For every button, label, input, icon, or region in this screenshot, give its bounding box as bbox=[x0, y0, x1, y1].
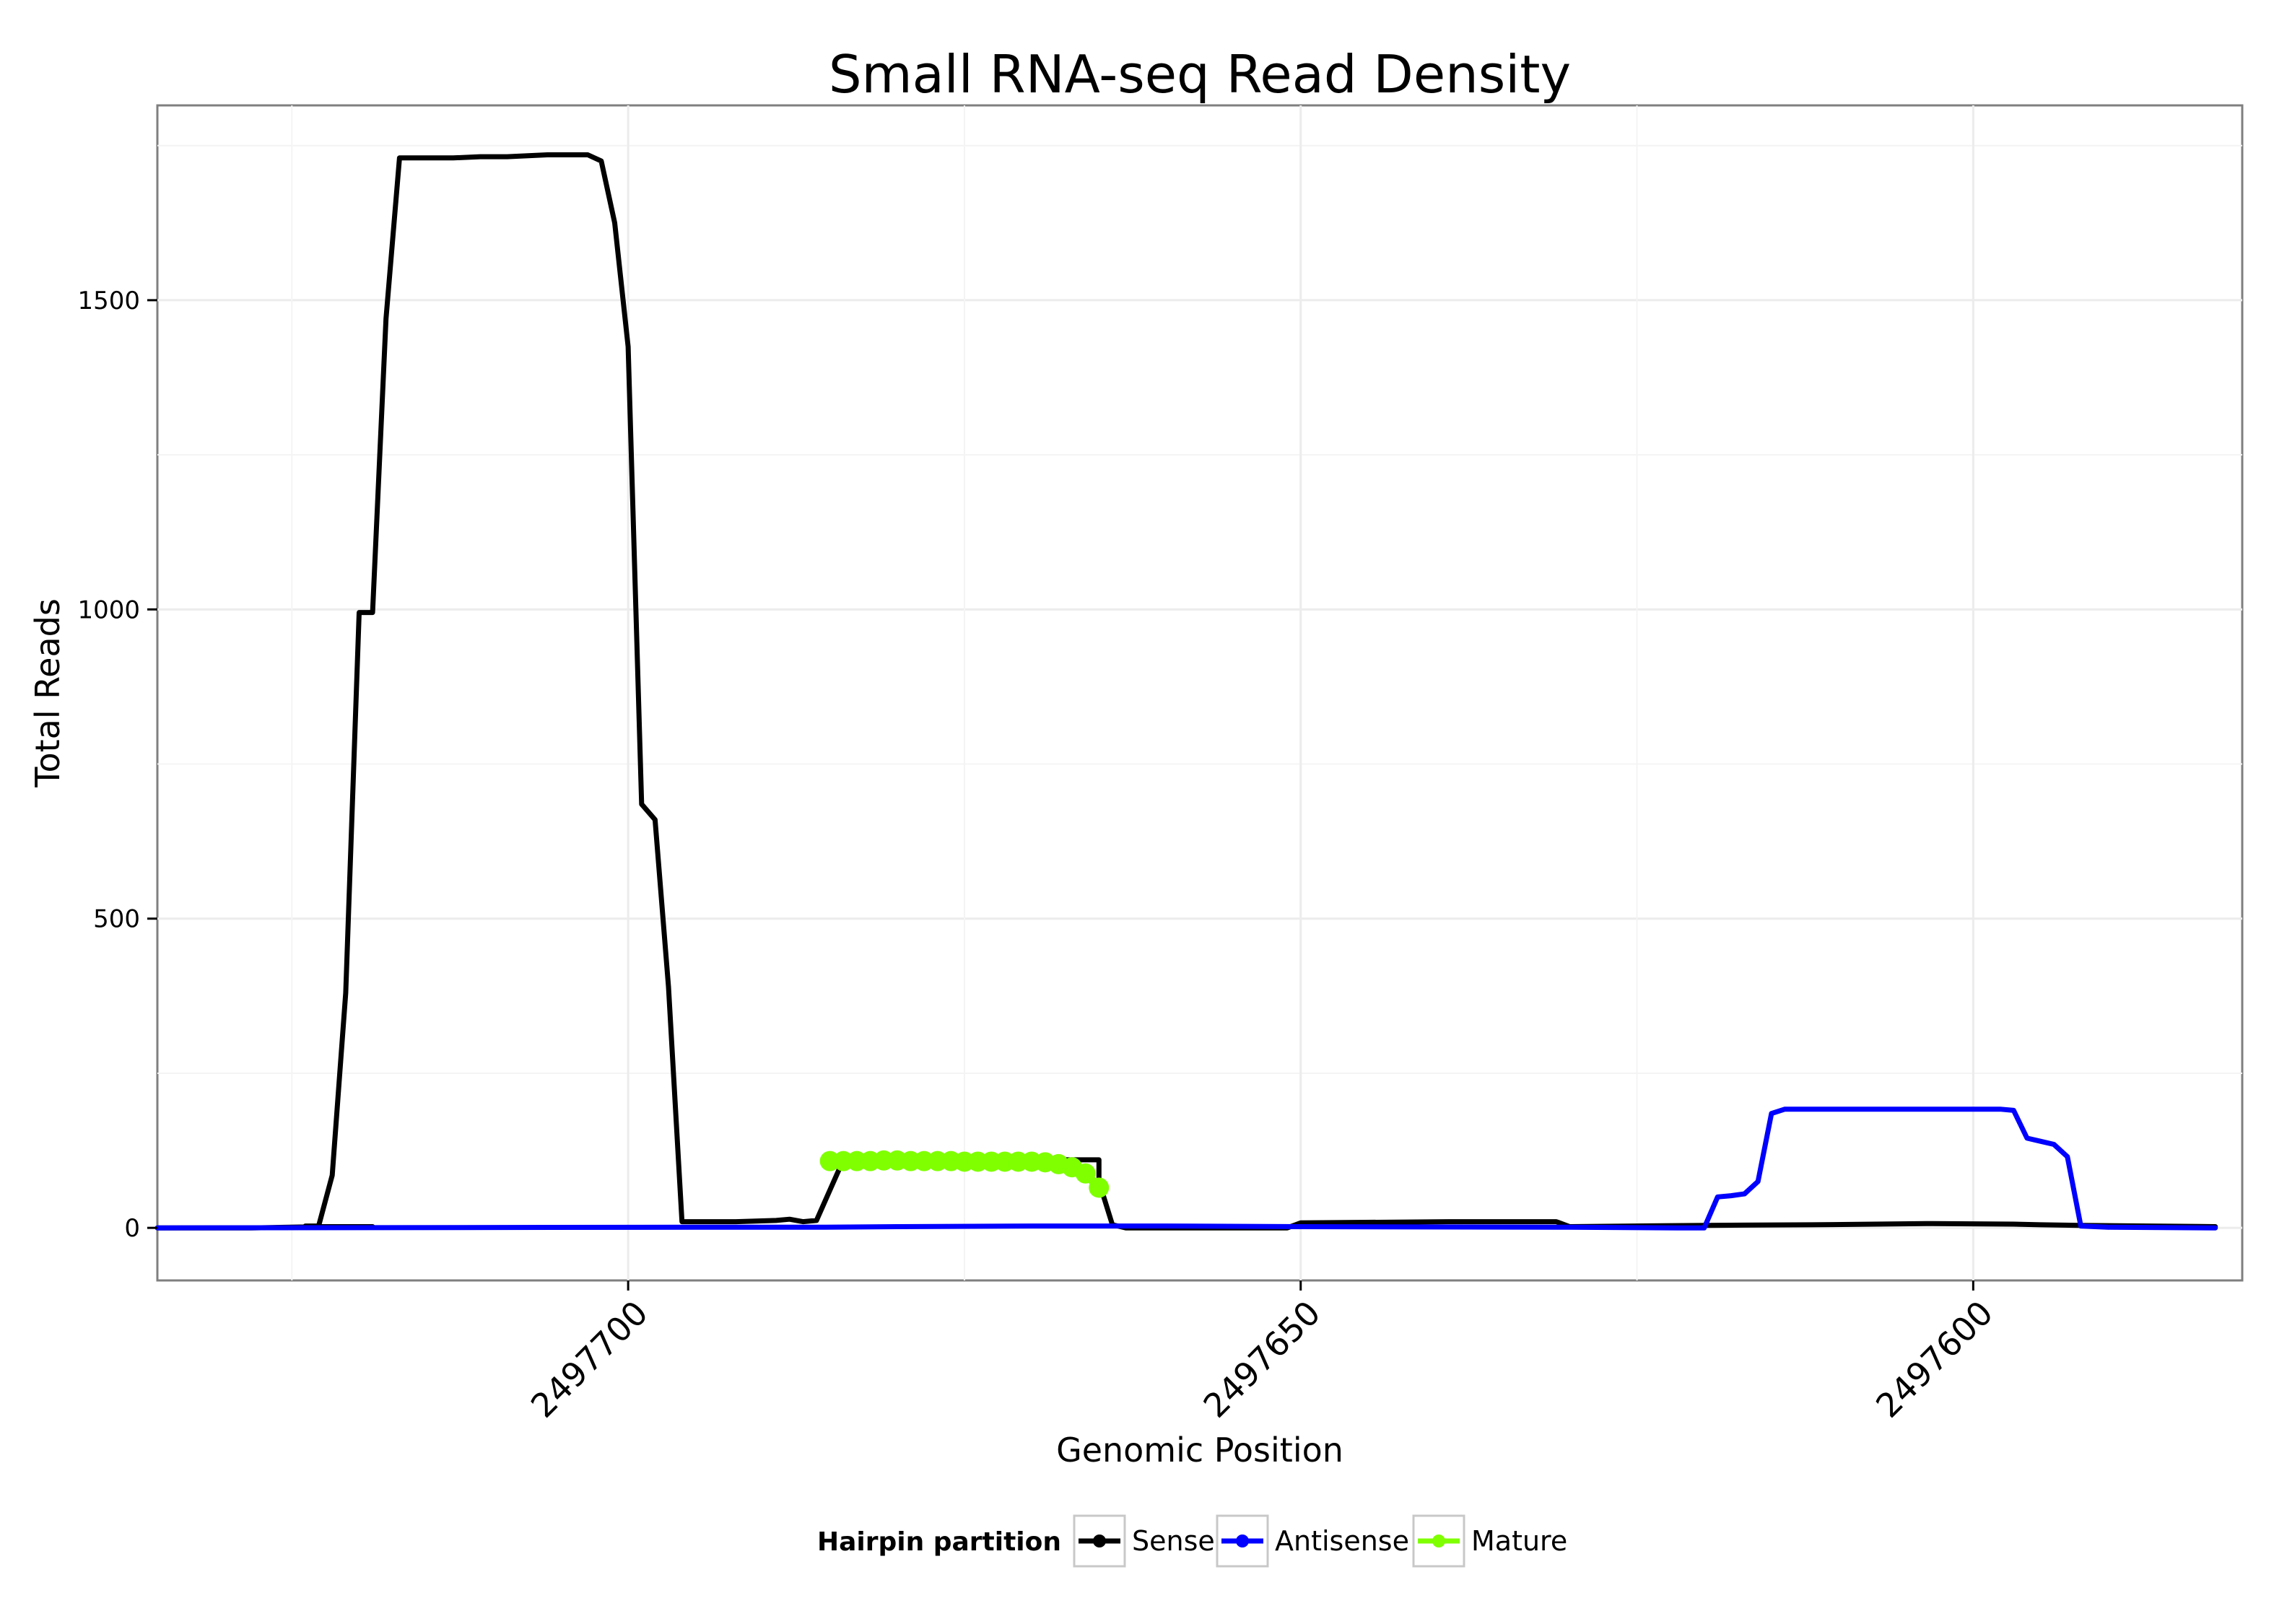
legend-title: Hairpin partition bbox=[817, 1527, 1061, 1557]
y-tick-label: 500 bbox=[93, 905, 140, 934]
y-tick-label: 1000 bbox=[77, 595, 140, 624]
legend-entries: Sense Antisense Mature bbox=[1073, 1514, 1567, 1568]
legend-item-antisense: Antisense bbox=[1216, 1514, 1409, 1568]
series-point-mature bbox=[1075, 1163, 1096, 1184]
x-tick-label: 2497600 bbox=[1868, 1293, 2000, 1426]
series-line-antisense bbox=[154, 1106, 2218, 1231]
y-tick-label: 0 bbox=[124, 1214, 140, 1243]
series-layer bbox=[154, 152, 2218, 1231]
chart-title: Small RNA-seq Read Density bbox=[829, 44, 1571, 105]
plot-panel bbox=[156, 104, 2244, 1282]
legend-item-sense: Sense bbox=[1073, 1514, 1215, 1568]
legend-key-point bbox=[1093, 1534, 1106, 1547]
x-tick-label: 2497700 bbox=[523, 1293, 655, 1426]
legend: Hairpin partition Sense Antisense Mature bbox=[817, 1514, 1567, 1568]
grid-layer bbox=[157, 105, 2242, 1280]
series-line-sense bbox=[154, 152, 2218, 1231]
legend-item-mature: Mature bbox=[1412, 1514, 1567, 1568]
y-tick-label: 1500 bbox=[77, 287, 140, 315]
x-tick-label: 2497650 bbox=[1195, 1293, 1328, 1426]
legend-key-point bbox=[1236, 1534, 1249, 1547]
legend-label: Sense bbox=[1132, 1525, 1215, 1557]
legend-key-point bbox=[1432, 1534, 1445, 1547]
x-axis-title: Genomic Position bbox=[1056, 1431, 1343, 1470]
y-axis-title: Total Reads bbox=[28, 598, 67, 788]
series-point-mature bbox=[1089, 1177, 1110, 1198]
legend-label: Antisense bbox=[1275, 1525, 1409, 1557]
legend-label: Mature bbox=[1471, 1525, 1567, 1557]
